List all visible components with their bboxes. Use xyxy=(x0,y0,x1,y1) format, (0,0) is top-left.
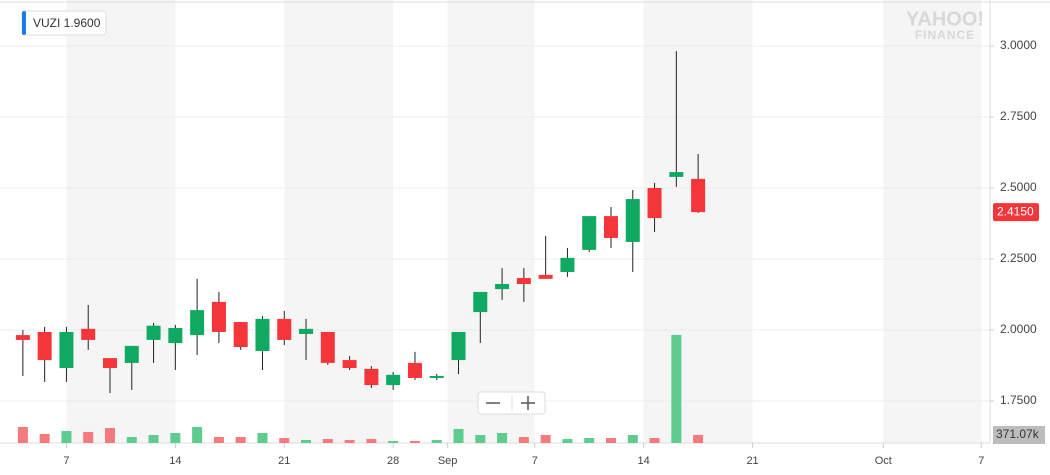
x-tick-label: 21 xyxy=(278,455,290,467)
y-tick-label: 3.0000 xyxy=(1000,38,1037,52)
x-tick-label: 7 xyxy=(532,455,538,467)
zoom-control[interactable] xyxy=(477,391,546,415)
volume-bar xyxy=(562,438,573,443)
last-volume-label: 371.07k xyxy=(996,427,1040,441)
volume-bar xyxy=(671,334,682,443)
candle-body xyxy=(320,331,335,363)
volume-bar xyxy=(301,439,312,443)
candle-body xyxy=(255,318,270,351)
candle-body xyxy=(429,375,444,378)
candle-body xyxy=(407,362,422,378)
candle-body xyxy=(233,322,248,348)
y-tick-label: 2.5000 xyxy=(1000,180,1037,194)
volume-bar xyxy=(105,427,115,443)
volume-bar xyxy=(409,440,420,443)
candle-body xyxy=(691,178,706,213)
volume-bar xyxy=(693,434,704,443)
ticker-label: VUZI 1.9600 xyxy=(33,16,101,30)
candle-body xyxy=(669,172,684,177)
x-tick-label: Sep xyxy=(438,455,458,467)
volume-bar xyxy=(518,436,529,443)
volume-bar xyxy=(584,437,595,443)
candle-body xyxy=(364,368,379,386)
volume-bar xyxy=(627,434,638,443)
candle-body xyxy=(473,291,488,313)
volume-bar xyxy=(279,437,290,443)
candle-body xyxy=(190,310,205,336)
volume-bar xyxy=(540,434,551,443)
x-tick-label: 28 xyxy=(387,455,399,467)
candle-body xyxy=(342,360,357,369)
volume-bar xyxy=(61,430,72,443)
volume-bar xyxy=(39,433,50,443)
logo-bottom: FINANCE xyxy=(915,28,975,42)
y-tick-label: 2.2500 xyxy=(1000,251,1037,265)
candle-body xyxy=(538,274,553,279)
volume-bar xyxy=(344,439,355,443)
candle-body xyxy=(124,345,139,363)
y-tick-label: 2.0000 xyxy=(1000,322,1037,336)
candle-body xyxy=(516,278,531,284)
candle-body xyxy=(59,331,74,369)
candle-body xyxy=(495,283,510,290)
volume-bar xyxy=(170,432,181,443)
volume-bar xyxy=(126,436,137,443)
volume-bar xyxy=(497,432,508,443)
week-band xyxy=(66,0,176,443)
candle-body xyxy=(560,257,575,273)
week-bands xyxy=(0,0,990,443)
week-band xyxy=(883,0,982,443)
volume-bar xyxy=(605,437,616,443)
volume-bar xyxy=(388,440,399,443)
week-band xyxy=(643,0,753,443)
volume-bar xyxy=(431,439,442,443)
candle-body xyxy=(451,331,466,361)
marks xyxy=(15,51,706,443)
last-volume-box xyxy=(993,425,1045,444)
candle-body xyxy=(582,216,597,250)
candle-body xyxy=(146,325,161,340)
candle-body xyxy=(37,331,52,361)
volume-bar xyxy=(257,432,268,443)
y-tick-label: 1.7500 xyxy=(1000,393,1037,407)
x-tick-label: 21 xyxy=(746,455,758,467)
last-price-box xyxy=(993,203,1039,222)
x-tick-label: Oct xyxy=(875,455,892,467)
candle-body xyxy=(277,318,292,340)
x-tick-label: 14 xyxy=(169,455,181,467)
volume-bar xyxy=(475,434,486,443)
volume-bar xyxy=(83,431,94,443)
candle-body xyxy=(299,328,314,334)
volume-bar xyxy=(17,426,28,443)
week-band xyxy=(447,0,535,443)
x-tick-label: 14 xyxy=(638,455,650,467)
candle-body xyxy=(103,358,117,369)
candle-body xyxy=(81,328,96,340)
candle-body xyxy=(15,335,30,340)
volume-bar xyxy=(213,436,224,443)
x-tick-label: 7 xyxy=(63,455,69,467)
volume-bar xyxy=(192,426,203,443)
y-tick-label: 2.7500 xyxy=(1000,109,1037,123)
volume-bar xyxy=(453,428,464,443)
volume-bar xyxy=(649,437,660,443)
logo-top: YAHOO! xyxy=(906,8,984,30)
candle-body xyxy=(386,374,401,386)
candle-body xyxy=(211,301,226,332)
candle-body xyxy=(625,199,640,242)
x-tick-label: 7 xyxy=(978,455,984,467)
candle-body xyxy=(647,187,662,219)
candle-body xyxy=(603,216,618,238)
candle-body xyxy=(168,327,183,344)
volume-bar xyxy=(322,438,333,443)
volume-bar xyxy=(148,434,159,443)
volume-bar xyxy=(235,436,246,443)
volume-bar xyxy=(366,438,377,443)
ticker-accent xyxy=(22,11,26,35)
last-price-label: 2.4150 xyxy=(997,204,1034,218)
ticker-badge: VUZI 1.9600 xyxy=(21,10,107,36)
